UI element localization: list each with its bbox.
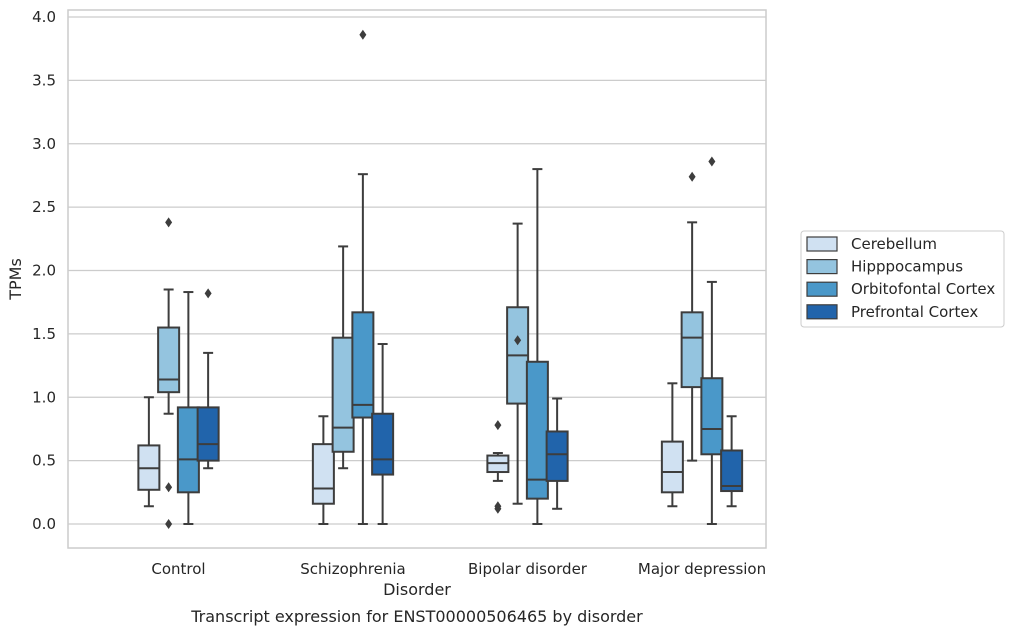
outlier-point xyxy=(494,420,502,431)
box-4-4 xyxy=(720,415,744,508)
box-4-2 xyxy=(680,171,704,462)
box-1-3 xyxy=(176,291,200,525)
y-tick-label: 3.5 xyxy=(32,71,56,89)
box-iqr xyxy=(525,360,549,500)
legend-swatch xyxy=(806,236,838,252)
box-iqr xyxy=(311,443,335,505)
y-tick-label: 4.0 xyxy=(32,8,56,26)
legend-swatch xyxy=(806,281,838,297)
box-1-1 xyxy=(137,396,161,508)
box-iqr xyxy=(680,311,704,389)
box-3-3 xyxy=(525,168,549,525)
outlier-point xyxy=(165,519,173,529)
x-tick-label: Control xyxy=(151,560,205,578)
x-tick-label: Bipolar disorder xyxy=(468,560,588,578)
y-tick-label: 2.0 xyxy=(32,262,56,280)
box-4-3 xyxy=(700,156,724,525)
x-tick-label: Schizophrenia xyxy=(300,560,405,578)
box-1-4 xyxy=(196,288,220,470)
box-3-4 xyxy=(545,397,569,510)
box-1-2 xyxy=(157,217,181,529)
legend-label: Cerebellum xyxy=(851,235,937,253)
box-iqr xyxy=(700,377,724,456)
outlier-point xyxy=(514,335,522,346)
outlier-point xyxy=(165,217,173,228)
boxes xyxy=(137,29,744,529)
legend-label: Orbitofontal Cortex xyxy=(851,280,995,298)
box-2-2 xyxy=(331,245,355,470)
box-iqr xyxy=(371,412,395,476)
legend-label: Hipppocampus xyxy=(851,258,963,276)
box-3-1 xyxy=(486,420,510,514)
box-2-1 xyxy=(311,415,335,525)
box-iqr xyxy=(545,430,569,482)
outlier-point xyxy=(688,171,696,182)
outlier-point xyxy=(359,29,367,40)
outlier-point xyxy=(165,482,173,493)
y-axis-title: TPMs xyxy=(6,258,25,301)
legend: Cerebellum Hipppocampus Orbitofontal Corte… xyxy=(800,230,1005,328)
outlier-point xyxy=(204,288,212,299)
box-iqr xyxy=(196,406,220,462)
x-axis-title: Disorder xyxy=(383,580,451,599)
box-iqr xyxy=(351,311,375,419)
legend-swatch xyxy=(806,259,838,275)
plot-frame xyxy=(67,9,767,549)
box-iqr xyxy=(157,326,181,394)
box-2-3 xyxy=(351,29,375,525)
y-tick-label: 0.0 xyxy=(32,515,56,533)
y-tick-label: 2.5 xyxy=(32,198,56,216)
box-iqr xyxy=(660,440,684,494)
x-tick-labels: Control Schizophrenia Bipolar disorder Majo… xyxy=(151,560,766,578)
y-tick-label: 3.0 xyxy=(32,135,56,153)
legend-frame xyxy=(800,230,1005,328)
y-tick-label: 0.5 xyxy=(32,452,56,470)
chart-caption: Transcript expression for ENST0000050646… xyxy=(190,607,643,626)
box-iqr xyxy=(176,406,200,494)
box-4-1 xyxy=(660,382,684,508)
legend-label: Prefrontal Cortex xyxy=(851,303,978,321)
box-2-4 xyxy=(371,343,395,525)
y-tick-label: 1.0 xyxy=(32,388,56,406)
box-3-2 xyxy=(506,222,530,505)
x-tick-label: Major depression xyxy=(638,560,766,578)
box-iqr xyxy=(720,449,744,493)
outlier-point xyxy=(708,156,716,167)
outlier-point xyxy=(494,503,502,514)
y-tick-label: 1.5 xyxy=(32,325,56,343)
legend-swatch xyxy=(806,304,838,320)
box-iqr xyxy=(331,336,355,453)
y-tick-labels: 0.0 0.5 1.0 1.5 2.0 2.5 3.0 3.5 4.0 xyxy=(32,8,56,533)
